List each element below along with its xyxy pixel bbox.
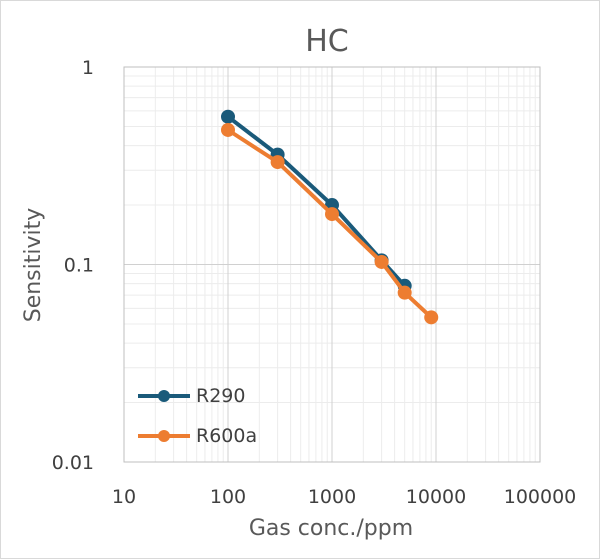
- series-r600a: [221, 122, 439, 325]
- y-tick-label: 0.1: [64, 255, 94, 277]
- x-tick-label: 1000: [308, 486, 356, 508]
- legend-item-r290: R290: [138, 385, 245, 407]
- x-tick-labels: 10 100 1000 10000 100000: [112, 486, 576, 508]
- data-point-r600a: [221, 122, 235, 137]
- plot-area-border: [123, 66, 541, 463]
- legend-label-r290: R290: [196, 385, 245, 407]
- x-tick-label: 100: [210, 486, 246, 508]
- y-tick-label: 1: [82, 57, 94, 79]
- data-point-r600a: [325, 207, 339, 222]
- legend-label-r600a: R600a: [196, 425, 257, 447]
- x-tick-label: 10: [112, 486, 136, 508]
- y-axis-label: Sensitivity: [21, 208, 46, 323]
- x-tick-label: 10000: [406, 486, 466, 508]
- legend-item-r600a: R600a: [138, 425, 257, 447]
- y-tick-labels: 0.01 0.1 1: [52, 57, 94, 474]
- legend: R290 R600a: [138, 385, 257, 447]
- y-tick-label: 0.01: [52, 452, 94, 474]
- data-point-r600a: [374, 254, 389, 269]
- data-point-r290: [221, 109, 235, 124]
- data-point-r600a: [270, 155, 285, 170]
- chart-title: HC: [305, 24, 349, 59]
- series-layer: [221, 109, 439, 325]
- x-axis-label: Gas conc./ppm: [249, 516, 413, 541]
- data-point-r600a: [397, 285, 412, 300]
- x-tick-label: 100000: [504, 486, 577, 508]
- data-point-r600a: [424, 310, 439, 325]
